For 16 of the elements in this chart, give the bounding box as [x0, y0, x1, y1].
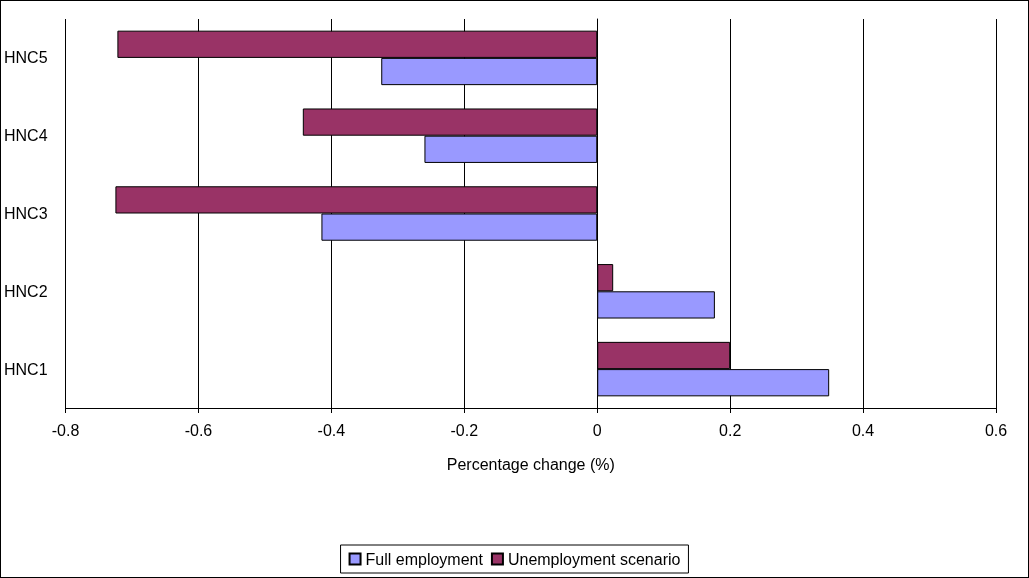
- y-tick-label: HNC1: [4, 360, 48, 378]
- x-tick-label: 0.2: [719, 421, 742, 439]
- x-tick-label: -0.8: [51, 421, 80, 439]
- y-tick-label: HNC4: [4, 127, 48, 145]
- x-axis-title: Percentage change (%): [446, 455, 615, 473]
- x-tick-label: -0.6: [184, 421, 213, 439]
- x-tick-label: 0.6: [984, 421, 1008, 439]
- x-tick-label: 0.4: [851, 421, 875, 439]
- x-tick-label: -0.4: [317, 421, 346, 439]
- y-tick-label: HNC5: [4, 49, 48, 67]
- x-tick-label: 0: [592, 421, 602, 439]
- legend-label: Full employment: [365, 550, 484, 568]
- legend-label: Unemployment scenario: [507, 550, 681, 568]
- y-tick-label: HNC2: [4, 282, 48, 300]
- x-tick-label: -0.2: [450, 421, 479, 439]
- y-tick-label: HNC3: [4, 205, 48, 222]
